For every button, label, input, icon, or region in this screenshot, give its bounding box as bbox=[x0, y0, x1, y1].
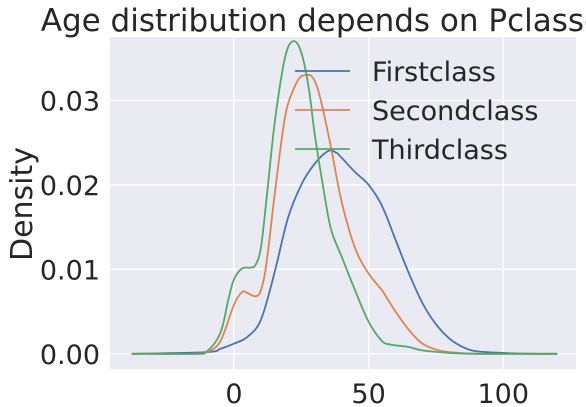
x-tick-label: 100 bbox=[477, 379, 529, 407]
y-tick-label: 0.00 bbox=[40, 340, 100, 371]
series-line-secondclass bbox=[131, 73, 558, 355]
legend-label-thirdclass: Thirdclass bbox=[371, 135, 508, 166]
x-tick-labels: 0 50 100 bbox=[225, 379, 529, 407]
series-line-thirdclass bbox=[131, 40, 558, 355]
plot-background bbox=[110, 37, 576, 369]
x-tick-label: 50 bbox=[351, 379, 385, 407]
y-tick-labels: 0.00 0.01 0.02 0.03 bbox=[40, 86, 100, 370]
y-tick-label: 0.02 bbox=[40, 171, 100, 202]
chart-title: Age distribution depends on Pclasses bbox=[41, 3, 586, 39]
y-tick-label: 0.03 bbox=[40, 86, 100, 117]
series-line-firstclass bbox=[131, 149, 558, 355]
x-tick-label: 0 bbox=[225, 379, 242, 407]
legend: Firstclass Secondclass Thirdclass bbox=[295, 57, 538, 166]
legend-label-firstclass: Firstclass bbox=[372, 57, 496, 88]
legend-label-secondclass: Secondclass bbox=[372, 96, 538, 127]
series-lines bbox=[131, 40, 558, 355]
y-tick-label: 0.01 bbox=[40, 255, 100, 286]
y-axis-label: Density bbox=[5, 147, 40, 261]
